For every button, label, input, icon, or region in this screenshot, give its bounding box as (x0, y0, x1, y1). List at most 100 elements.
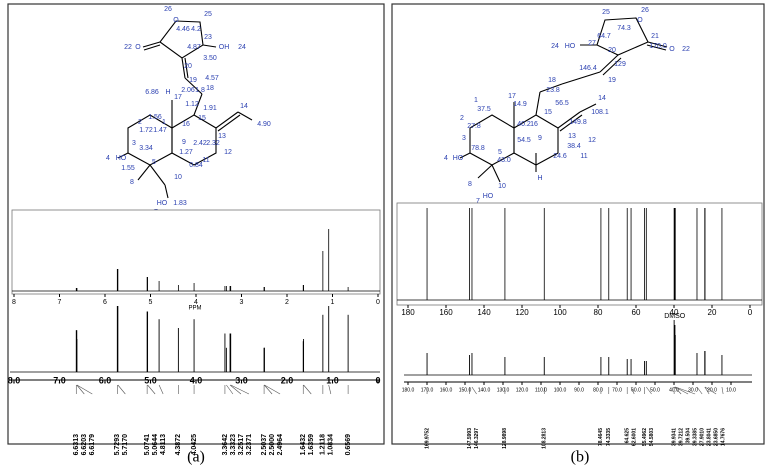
x-tick-label: 120.0 (516, 387, 529, 393)
peak-label: 1.6359 (308, 434, 315, 456)
atom-label: 17 (174, 94, 182, 101)
atom-label: 5 (498, 149, 502, 156)
label-connector (76, 384, 85, 395)
atom-label: 3.34 (139, 145, 153, 152)
atom-label: HO (565, 43, 576, 50)
atom-label: 1.56 (148, 114, 162, 121)
x-tick-label: 130.0 (497, 387, 510, 393)
label-connector (471, 386, 477, 395)
atom-label: 26 (164, 6, 172, 13)
atom-label: H (537, 175, 542, 182)
peak-label: 1.0834 (328, 434, 335, 456)
peak-label: 3.3323 (230, 434, 237, 456)
peak-label: 54.5803 (649, 428, 655, 446)
atom-label: 23.8 (546, 87, 560, 94)
atom-label: 4.2 (191, 26, 201, 33)
peak-label: 2.4964 (277, 434, 284, 456)
atom-label: 1.72 (139, 127, 153, 134)
atom-label: 40.2 (517, 121, 531, 128)
peak-label: 39.7212 (678, 428, 684, 446)
label-connector (704, 386, 717, 395)
atom-label: HO (157, 200, 168, 207)
x-tick-label: 120 (515, 308, 529, 317)
x-tick-label: 5.0 (144, 375, 157, 385)
atom-label: O (135, 44, 141, 51)
atom-label: 1.8 (195, 87, 205, 94)
atom-label: O (173, 17, 179, 24)
x-tick-label: 1.0 (326, 375, 339, 385)
peak-label: 6.6179 (89, 434, 96, 456)
atom-label: 129 (614, 61, 626, 68)
x-tick-label: 80 (594, 308, 603, 317)
peak-label: 64.625 (625, 428, 631, 444)
x-tick-label: 180.0 (402, 387, 415, 393)
label-connector (674, 386, 689, 395)
atom-label: 14.9 (513, 101, 527, 108)
atom-label: 23 (204, 34, 212, 41)
atom-label: 9 (182, 139, 186, 146)
x-tick-label: 160 (439, 308, 453, 317)
peak-label: 5.0644 (152, 434, 159, 456)
caption: (a) (187, 449, 205, 466)
x-tick-label: 2.0 (281, 375, 294, 385)
atom-label: 2.32 (206, 140, 220, 147)
atom-label: 74.3 (617, 25, 631, 32)
x-tick-label: 80.0 (593, 387, 603, 393)
atom-label: 13 (568, 133, 576, 140)
atom-label: 3 (462, 135, 466, 142)
label-connector (675, 386, 696, 395)
x-tick-label: 50.0 (650, 387, 660, 393)
label-connector (117, 384, 126, 395)
atom-label: 1 (162, 119, 166, 126)
atom-label: 4.90 (257, 121, 271, 128)
atom-label: O (637, 17, 643, 24)
peak-label: 3.2371 (246, 434, 253, 456)
peak-label: 23.6850 (713, 428, 719, 446)
x-tick-label: 1 (331, 299, 335, 306)
x-tick-label: 4.0 (190, 375, 203, 385)
peak-label: 4.3872 (175, 434, 182, 456)
x-tick-label: 10.0 (726, 387, 736, 393)
x-tick-label: 6.0 (99, 375, 112, 385)
atom-label: 25 (602, 9, 610, 16)
structure-skeleton (117, 20, 253, 199)
x-axis-label: PPM (188, 306, 201, 312)
x-tick-label: 140 (477, 308, 491, 317)
peak-label: 3.2517 (238, 434, 245, 456)
x-tick-label: 8 (12, 299, 16, 306)
peak-label: 23.8041 (706, 428, 712, 446)
atom-label: 11 (202, 157, 209, 164)
atom-label: 8 (468, 181, 472, 188)
label-connector (674, 386, 682, 395)
atom-label: 4.87 (187, 44, 201, 51)
x-tick-label: 60 (632, 308, 641, 317)
atom-label: HO (116, 155, 127, 162)
label-connector (721, 386, 724, 395)
x-tick-label: 6 (103, 299, 107, 306)
atom-label: 18 (206, 85, 214, 92)
peak-label: 39.504 (685, 428, 691, 444)
atom-label: 20 (608, 47, 616, 54)
label-connector (303, 384, 312, 395)
peak-label: 5.0741 (144, 434, 151, 456)
atom-label: 22 (682, 46, 690, 53)
atom-label: 2.06 (181, 87, 195, 94)
label-connector (646, 386, 652, 395)
atom-label: 4 (106, 155, 110, 162)
atom-label: 108.1 (591, 109, 609, 116)
atom-label: 0.84 (189, 162, 203, 169)
peak-label: 4.8113 (160, 434, 167, 455)
atom-label: 10 (498, 183, 506, 190)
atom-label: 25 (204, 11, 212, 18)
atom-label: 16 (182, 121, 190, 128)
peak-label: 74.3335 (606, 428, 612, 446)
atom-label: 56.5 (555, 100, 569, 107)
x-tick-label: 160.0 (440, 387, 453, 393)
x-tick-label: 100 (553, 308, 567, 317)
atom-label: 5 (152, 159, 156, 166)
atom-label: 1.91 (203, 105, 217, 112)
atom-label: O (669, 46, 675, 53)
atom-label: 43.0 (497, 157, 511, 164)
atom-label: 16 (530, 121, 538, 128)
atom-label: 1 (474, 97, 478, 104)
